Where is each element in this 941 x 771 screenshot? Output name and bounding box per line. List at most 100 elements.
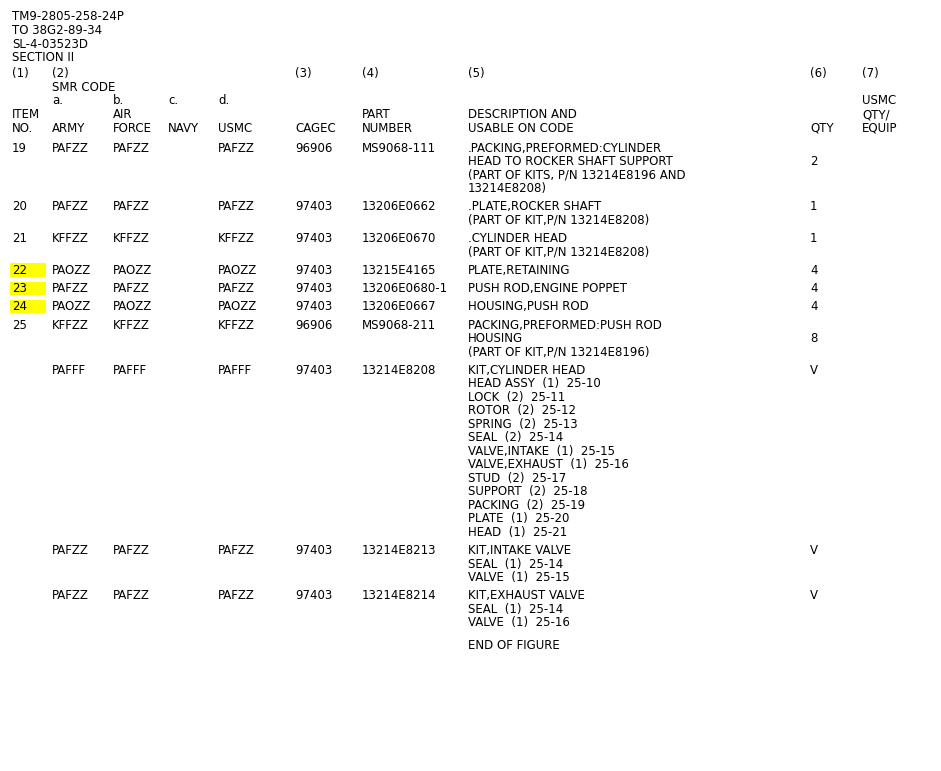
Text: HEAD TO ROCKER SHAFT SUPPORT: HEAD TO ROCKER SHAFT SUPPORT [468,155,673,168]
Text: KFFZZ: KFFZZ [218,318,255,332]
Text: ARMY: ARMY [52,122,86,134]
Text: 13206E0670: 13206E0670 [362,232,437,245]
Text: 97403: 97403 [295,282,332,295]
Text: PACKING,PREFORMED:PUSH ROD: PACKING,PREFORMED:PUSH ROD [468,318,662,332]
Text: PLATE  (1)  25-20: PLATE (1) 25-20 [468,512,569,525]
Text: .PLATE,ROCKER SHAFT: .PLATE,ROCKER SHAFT [468,200,601,214]
Text: KIT,CYLINDER HEAD: KIT,CYLINDER HEAD [468,364,585,377]
Text: V: V [810,364,818,377]
Text: d.: d. [218,95,230,107]
Text: CAGEC: CAGEC [295,122,336,134]
Text: PAFZZ: PAFZZ [113,200,150,214]
Text: KFFZZ: KFFZZ [218,232,255,245]
Text: a.: a. [52,95,63,107]
Text: 21: 21 [12,232,27,245]
Text: STUD  (2)  25-17: STUD (2) 25-17 [468,472,566,485]
Text: EQUIP: EQUIP [862,122,898,134]
Text: (6): (6) [810,68,827,80]
Text: 2: 2 [810,155,818,168]
Text: PAOZZ: PAOZZ [52,301,91,313]
Text: 13214E8214: 13214E8214 [362,589,437,602]
Text: LOCK  (2)  25-11: LOCK (2) 25-11 [468,391,566,404]
Text: KFFZZ: KFFZZ [113,318,150,332]
Text: PAFZZ: PAFZZ [218,544,255,557]
Text: KIT,EXHAUST VALVE: KIT,EXHAUST VALVE [468,589,585,602]
Text: PAFZZ: PAFZZ [113,282,150,295]
Text: PAFZZ: PAFZZ [52,544,88,557]
Bar [10,264,46,277]
Text: 23: 23 [12,282,27,295]
Text: V: V [810,544,818,557]
Text: AIR: AIR [113,108,133,121]
Text: NUMBER: NUMBER [362,122,413,134]
Text: 8: 8 [810,332,818,345]
Text: 13214E8208): 13214E8208) [468,182,547,195]
Text: PAFZZ: PAFZZ [52,200,88,214]
Text: PAFZZ: PAFZZ [52,282,88,295]
Text: PAOZZ: PAOZZ [218,301,257,313]
Text: KFFZZ: KFFZZ [52,232,88,245]
Text: NO.: NO. [12,122,33,134]
Text: (1): (1) [12,68,29,80]
Text: (PART OF KITS, P/N 13214E8196 AND: (PART OF KITS, P/N 13214E8196 AND [468,169,686,182]
Text: 19: 19 [12,142,27,155]
Text: VALVE,EXHAUST  (1)  25-16: VALVE,EXHAUST (1) 25-16 [468,458,629,471]
Text: USMC: USMC [862,95,896,107]
Text: (PART OF KIT,P/N 13214E8208): (PART OF KIT,P/N 13214E8208) [468,246,649,259]
Text: 96906: 96906 [295,318,332,332]
Text: SEAL  (1)  25-14: SEAL (1) 25-14 [468,603,564,616]
Bar [10,281,46,295]
Text: SL-4-03523D: SL-4-03523D [12,38,88,50]
Text: 97403: 97403 [295,589,332,602]
Text: (PART OF KIT,P/N 13214E8196): (PART OF KIT,P/N 13214E8196) [468,345,649,359]
Text: SEAL  (1)  25-14: SEAL (1) 25-14 [468,557,564,571]
Text: VALVE  (1)  25-15: VALVE (1) 25-15 [468,571,569,584]
Text: 97403: 97403 [295,232,332,245]
Text: 13206E0680-1: 13206E0680-1 [362,282,448,295]
Text: V: V [810,589,818,602]
Text: 13215E4165: 13215E4165 [362,264,437,277]
Text: 13214E8213: 13214E8213 [362,544,437,557]
Text: TO 38G2-89-34: TO 38G2-89-34 [12,24,103,37]
Text: PAFZZ: PAFZZ [218,282,255,295]
Text: (4): (4) [362,68,378,80]
Text: .PACKING,PREFORMED:CYLINDER: .PACKING,PREFORMED:CYLINDER [468,142,662,155]
Text: PAFZZ: PAFZZ [218,589,255,602]
Text: (5): (5) [468,68,485,80]
Text: 20: 20 [12,200,27,214]
Text: .CYLINDER HEAD: .CYLINDER HEAD [468,232,567,245]
Text: ITEM: ITEM [12,108,40,121]
Text: PAOZZ: PAOZZ [113,301,152,313]
Text: b.: b. [113,95,124,107]
Text: SPRING  (2)  25-13: SPRING (2) 25-13 [468,418,578,431]
Text: 97403: 97403 [295,264,332,277]
Text: (PART OF KIT,P/N 13214E8208): (PART OF KIT,P/N 13214E8208) [468,214,649,227]
Text: 97403: 97403 [295,364,332,377]
Text: KFFZZ: KFFZZ [52,318,88,332]
Text: PAFZZ: PAFZZ [52,142,88,155]
Text: QTY/: QTY/ [862,108,889,121]
Text: c.: c. [168,95,178,107]
Text: PLATE,RETAINING: PLATE,RETAINING [468,264,570,277]
Text: HEAD  (1)  25-21: HEAD (1) 25-21 [468,526,567,539]
Text: 4: 4 [810,301,818,313]
Text: 13214E8208: 13214E8208 [362,364,437,377]
Text: NAVY: NAVY [168,122,199,134]
Bar [10,300,46,313]
Text: PUSH ROD,ENGINE POPPET: PUSH ROD,ENGINE POPPET [468,282,627,295]
Text: PAFFF: PAFFF [52,364,87,377]
Text: 25: 25 [12,318,27,332]
Text: 4: 4 [810,264,818,277]
Text: 1: 1 [810,232,818,245]
Text: ROTOR  (2)  25-12: ROTOR (2) 25-12 [468,404,576,417]
Text: 97403: 97403 [295,544,332,557]
Text: DESCRIPTION AND: DESCRIPTION AND [468,108,577,121]
Text: HEAD ASSY  (1)  25-10: HEAD ASSY (1) 25-10 [468,377,600,390]
Text: USABLE ON CODE: USABLE ON CODE [468,122,574,134]
Text: 97403: 97403 [295,200,332,214]
Text: PAOZZ: PAOZZ [218,264,257,277]
Text: KFFZZ: KFFZZ [113,232,150,245]
Text: HOUSING,PUSH ROD: HOUSING,PUSH ROD [468,301,589,313]
Text: 4: 4 [810,282,818,295]
Text: TM9-2805-258-24P: TM9-2805-258-24P [12,11,124,23]
